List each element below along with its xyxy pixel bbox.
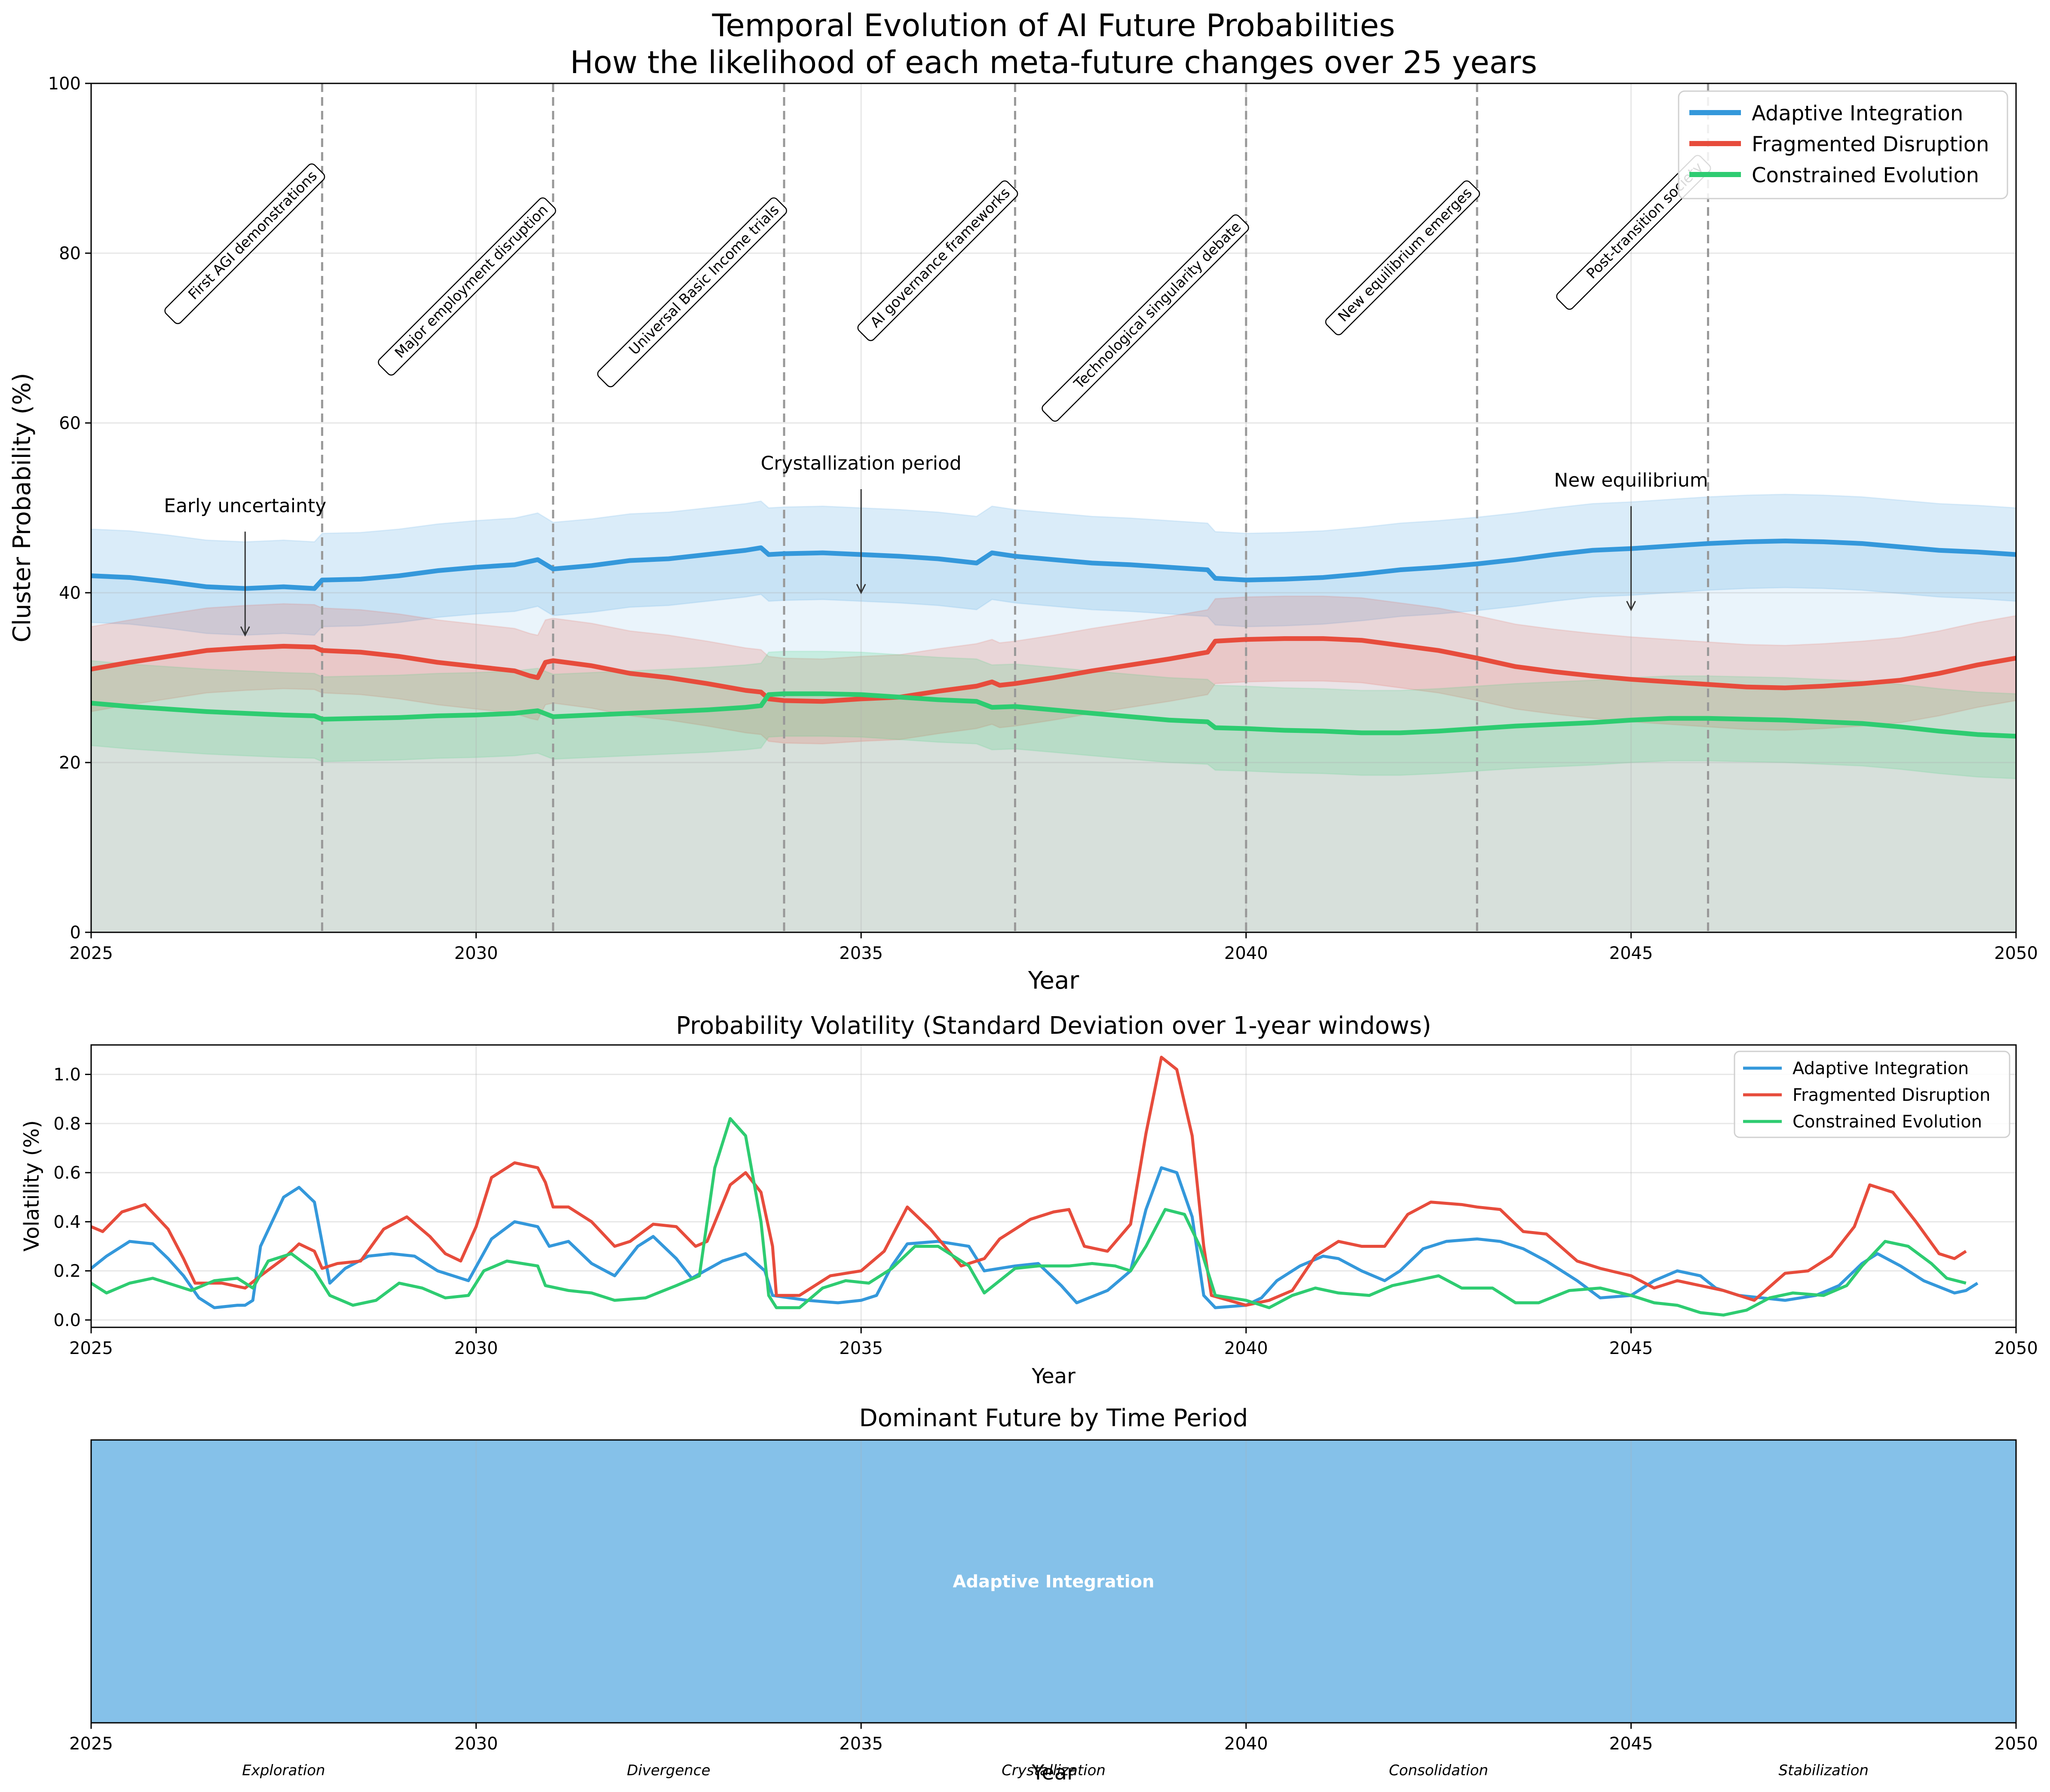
probability-legend: Adaptive Integration Fragmented Disrupti… (1678, 90, 2008, 199)
probability-xtick-label: 2030 (454, 943, 498, 963)
series-line-1 (91, 636, 2016, 704)
probability-ylabel: Cluster Probability (%) (8, 373, 36, 642)
dominant-panel: Dominant Future by Time Period Adaptive … (69, 1404, 2038, 1785)
probability-xtick-label: 2025 (69, 943, 113, 963)
dominant-segment-label: Adaptive Integration (953, 1572, 1155, 1592)
event-label-box (378, 197, 556, 376)
volatility-xtick-label: 2035 (839, 1339, 883, 1358)
volatility-ytick-label: 1.0 (53, 1065, 81, 1085)
area-fill-1 (91, 638, 2016, 932)
dominant-segment (91, 1440, 2016, 1723)
event-label-box (597, 197, 787, 387)
probability-ytick-label: 20 (59, 753, 81, 773)
annotation-text: Crystallization period (761, 453, 962, 475)
volatility-xlabel: Year (1031, 1364, 1076, 1388)
volatility-title: Probability Volatility (Standard Deviati… (676, 1012, 1431, 1040)
legend-label-fragmented: Fragmented Disruption (1793, 1085, 1990, 1105)
volatility-line-2 (90, 1117, 1967, 1317)
volatility-legend: Adaptive Integration Fragmented Disrupti… (1734, 1051, 2010, 1138)
dominant-xtick-label: 2050 (1994, 1734, 2038, 1754)
phase-label: Crystallization (1002, 1762, 1106, 1779)
area-fill-2 (91, 694, 2016, 932)
probability-ytick-label: 80 (59, 244, 81, 263)
event-label-box (857, 180, 1018, 341)
volatility-ytick-label: 0.2 (53, 1262, 81, 1281)
series-line-0 (91, 539, 2016, 591)
legend-label-constrained: Constrained Evolution (1793, 1112, 1982, 1132)
dominant-xtick-label: 2025 (69, 1734, 113, 1754)
volatility-xtick-label: 2045 (1609, 1339, 1653, 1358)
phase-label: Divergence (627, 1762, 710, 1779)
volatility-xtick-label: 2040 (1224, 1339, 1268, 1358)
dominant-title: Dominant Future by Time Period (859, 1404, 1248, 1432)
legend-box (1678, 90, 2008, 199)
annotation-arrowhead (1626, 600, 1636, 611)
legend-label-adaptive: Adaptive Integration (1752, 101, 1963, 126)
volatility-panel: Probability Volatility (Standard Deviati… (20, 1012, 2038, 1388)
probability-xlabel: Year (1028, 967, 1080, 995)
probability-xtick-label: 2050 (1994, 943, 2038, 963)
phase-label: Exploration (242, 1762, 325, 1779)
volatility-ylabel: Volatility (%) (20, 1120, 44, 1252)
event-label-box (164, 163, 325, 324)
annotation-text: Early uncertainty (164, 495, 326, 517)
area-fill-0 (91, 541, 2016, 932)
phase-label: Stabilization (1778, 1762, 1868, 1779)
dominant-xlabel: Year (1031, 1761, 1076, 1785)
series-line-2 (91, 691, 2016, 739)
probability-xtick-label: 2045 (1609, 943, 1653, 963)
dominant-xtick-label: 2045 (1609, 1734, 1653, 1754)
probability-ytick-label: 0 (70, 923, 81, 943)
legend-label-fragmented: Fragmented Disruption (1752, 132, 1989, 156)
event-label-box (1325, 180, 1480, 335)
legend-box (1734, 1051, 2010, 1138)
probability-xtick-label: 2040 (1224, 943, 1268, 963)
dominant-xtick-label: 2030 (454, 1734, 498, 1754)
phase-label: Consolidation (1389, 1762, 1488, 1779)
volatility-axes-frame (90, 1044, 2017, 1328)
volatility-line-0 (90, 1166, 1979, 1309)
dominant-axes-frame (90, 1439, 2017, 1724)
volatility-ytick-label: 0.8 (53, 1114, 81, 1134)
probability-axes-frame (90, 83, 2017, 933)
volatility-xtick-label: 2030 (454, 1339, 498, 1358)
annotation-arrowhead (856, 584, 866, 594)
probability-xtick-label: 2035 (839, 943, 883, 963)
volatility-line-1 (90, 1056, 1967, 1307)
annotation-arrowhead (240, 626, 250, 637)
volatility-xtick-label: 2050 (1994, 1339, 2038, 1358)
probability-panel: First AGI demonstrations Major employment… (8, 74, 2038, 995)
figure-title: Temporal Evolution of AI Future Probabil… (712, 7, 1395, 43)
volatility-ytick-label: 0.6 (53, 1163, 81, 1183)
legend-label-constrained: Constrained Evolution (1752, 163, 1979, 187)
annotation-text: New equilibrium (1554, 469, 1708, 491)
probability-ytick-label: 100 (48, 74, 81, 94)
dominant-xtick-label: 2035 (839, 1734, 883, 1754)
probability-ytick-label: 40 (59, 583, 81, 603)
dominant-xtick-label: 2040 (1224, 1734, 1268, 1754)
figure-subtitle: How the likelihood of each meta-future c… (570, 44, 1537, 80)
volatility-ytick-label: 0.0 (53, 1311, 81, 1330)
volatility-ytick-label: 0.4 (53, 1212, 81, 1232)
legend-label-adaptive: Adaptive Integration (1793, 1059, 1969, 1078)
volatility-xtick-label: 2025 (69, 1339, 113, 1358)
event-label-box (1042, 214, 1249, 422)
probability-ytick-label: 60 (59, 414, 81, 433)
